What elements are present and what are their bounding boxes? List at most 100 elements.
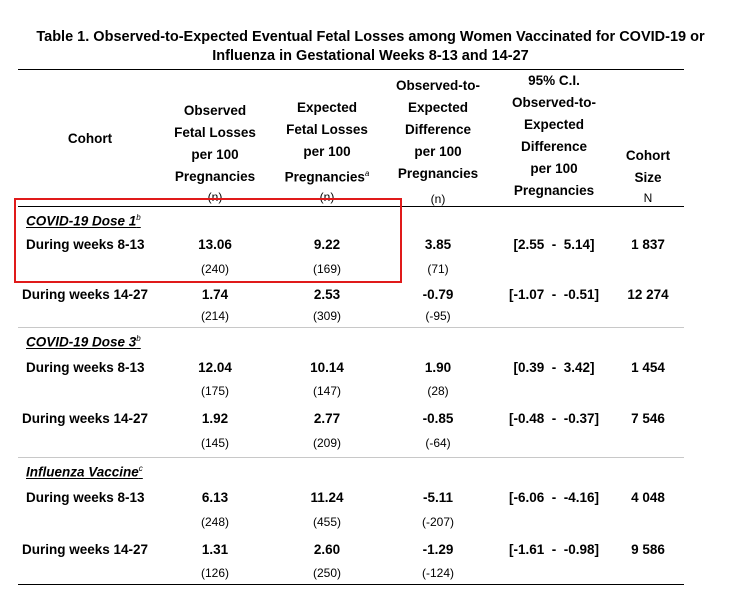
observed-count: (145) [200,436,229,450]
header-difference-line: Difference [404,122,472,137]
header-observed-line: Pregnancies [174,169,256,184]
header-expected-line: Pregnanciesa [272,163,382,189]
expected-count: (209) [312,436,341,450]
difference-count: (-64) [425,436,451,450]
observed-value: 6.13 [201,490,229,505]
observed-count: (175) [200,384,229,398]
header-ci-line: 95% C.I. [528,73,580,88]
size-value: 4 048 [631,490,665,505]
difference-count: (-95) [425,309,451,323]
expected-value: 10.14 [310,360,344,375]
footnote-a-marker: a [364,169,370,178]
header-expected-unit: (n) [319,190,335,204]
header-rule [18,206,684,207]
observed-value: 1.74 [201,287,229,302]
difference-value: -0.85 [422,411,454,426]
difference-value: 3.85 [424,237,452,252]
top-rule [18,69,684,70]
observed-value: 12.04 [198,360,232,375]
expected-count: (169) [312,262,341,276]
highlight-box [14,198,402,283]
header-expected-line: Fetal Losses [286,122,368,137]
ci-value: [2.55 - 5.14] [513,237,595,252]
expected-value: 2.60 [313,542,341,557]
header-ci-line: Expected [523,117,585,132]
expected-value: 2.53 [313,287,341,302]
observed-value: 13.06 [198,237,232,252]
expected-count: (309) [312,309,341,323]
group-title: Influenza Vaccinec [26,464,143,480]
size-value: 7 546 [631,411,665,426]
row-label: During weeks 14-27 [22,287,149,302]
header-difference-line: per 100 [414,144,462,159]
header-expected-line: Expected [296,100,358,115]
expected-count: (250) [312,566,341,580]
row-label: During weeks 8-13 [26,490,145,505]
group-name: Influenza Vaccine [26,464,139,480]
size-value: 9 586 [631,542,665,557]
row-label: During weeks 14-27 [22,411,149,426]
header-observed-line: Fetal Losses [174,125,256,140]
header-observed-line: per 100 [191,147,239,162]
expected-count: (455) [312,515,341,529]
header-ci-line: per 100 [530,161,578,176]
header-difference-line: Pregnancies [397,166,479,181]
header-observed: Observed Fetal Losses per 100 Pregnancie… [160,100,270,188]
header-expected: Expected Fetal Losses per 100 Pregnancie… [272,97,382,189]
group-title: COVID-19 Dose 3b [26,334,141,350]
difference-count: (71) [427,262,449,276]
header-ci: 95% C.I. Observed-to- Expected Differenc… [493,70,615,202]
group-name: COVID-19 Dose 1 [26,213,137,229]
group-divider [18,327,684,328]
header-ci-line: Observed-to- [511,95,596,110]
difference-value: -0.79 [422,287,454,302]
header-expected-line: per 100 [303,144,351,159]
header-size-line: Size [634,170,662,185]
difference-value: -1.29 [422,542,454,557]
row-label: During weeks 14-27 [22,542,149,557]
observed-count: (240) [200,262,229,276]
ci-value: [0.39 - 3.42] [513,360,595,375]
header-difference-line: Expected [407,100,469,115]
table-title-line-1: Table 1. Observed-to-Expected Eventual F… [36,29,705,45]
difference-count: (-207) [421,515,454,529]
footnote-b-marker: b [136,334,141,343]
header-size-unit: N [643,191,653,205]
observed-count: (214) [200,309,229,323]
header-observed-line: Observed [183,103,247,118]
header-ci-line: Pregnancies [513,183,595,198]
difference-count: (28) [427,384,449,398]
header-expected-last: Pregnancies [284,169,365,185]
header-difference-line: Observed-to- [395,78,480,93]
header-ci-line: Difference [520,139,588,154]
expected-value: 11.24 [310,490,344,505]
group-name: COVID-19 Dose 3 [26,334,137,350]
header-difference-unit: (n) [430,192,446,206]
row-label: During weeks 8-13 [26,360,145,375]
row-label: During weeks 8-13 [26,237,145,252]
ci-value: [-1.07 - -0.51] [508,287,600,302]
footnote-b-marker: b [136,213,141,222]
expected-value: 9.22 [313,237,341,252]
header-cohort: Cohort [67,131,113,146]
size-value: 12 274 [627,287,669,302]
header-size: Cohort Size [618,145,678,189]
table-title-line-2: Influenza in Gestational Weeks 8-13 and … [212,48,529,64]
size-value: 1 837 [631,237,665,252]
observed-count: (126) [200,566,229,580]
expected-value: 2.77 [313,411,341,426]
ci-value: [-0.48 - -0.37] [508,411,600,426]
size-value: 1 454 [631,360,665,375]
table-title: Table 1. Observed-to-Expected Eventual F… [0,28,741,66]
footnote-c-marker: c [138,464,143,473]
group-title: COVID-19 Dose 1b [26,213,141,229]
expected-count: (147) [312,384,341,398]
header-size-line: Cohort [625,148,671,163]
ci-value: [-1.61 - -0.98] [508,542,600,557]
ci-value: [-6.06 - -4.16] [508,490,600,505]
observed-value: 1.92 [201,411,229,426]
bottom-rule [18,584,684,585]
difference-value: -5.11 [422,490,454,505]
header-observed-unit: (n) [207,190,223,204]
observed-count: (248) [200,515,229,529]
